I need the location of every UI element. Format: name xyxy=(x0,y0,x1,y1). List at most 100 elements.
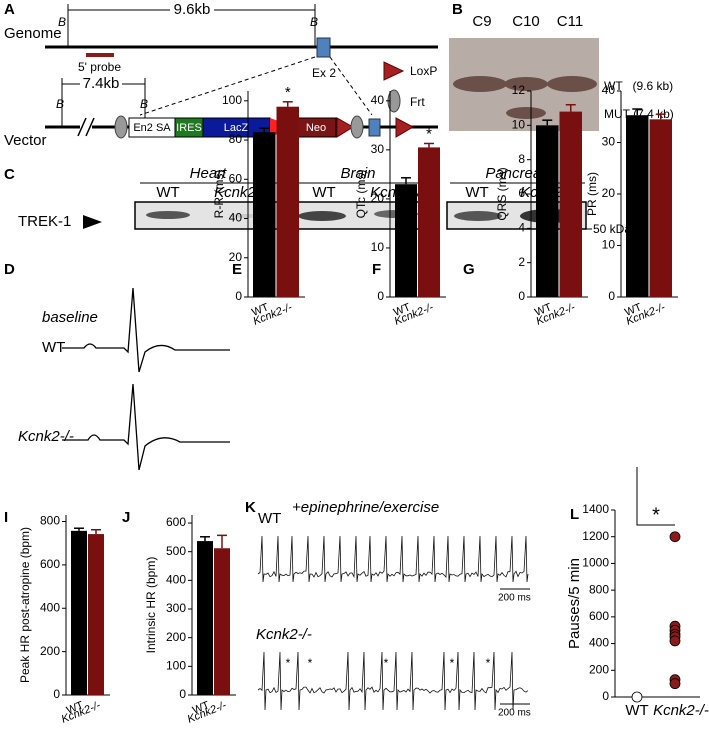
panel-label: D xyxy=(4,261,15,278)
panel-label: L xyxy=(570,506,579,523)
size-label: 9.6kb xyxy=(174,1,211,18)
site-label: B xyxy=(56,97,64,111)
genotype-label: WT xyxy=(156,184,179,201)
lane-label: C11 xyxy=(557,13,583,30)
loxp-icon xyxy=(383,61,405,81)
legend-label: LoxP xyxy=(410,64,437,78)
panel-label: G xyxy=(463,261,475,278)
y-tick-label: 600 xyxy=(40,557,60,571)
y-axis-label: Pauses/5 min xyxy=(566,558,583,649)
bar xyxy=(536,125,559,297)
protein-label: TREK-1 xyxy=(18,213,71,230)
pause-marker: * xyxy=(384,656,389,670)
y-tick-label: 2 xyxy=(518,255,525,269)
y-tick-label: 0 xyxy=(608,289,615,303)
cassette-label: En2 SA xyxy=(133,122,171,134)
panel-label: J xyxy=(122,509,130,526)
band xyxy=(506,107,546,119)
y-tick-label: 30 xyxy=(371,142,385,156)
frt-icon xyxy=(350,115,364,139)
break xyxy=(80,118,92,136)
y-tick-label: 100 xyxy=(166,659,186,673)
genotype-label: Kcnk2-/- xyxy=(18,428,74,445)
y-tick-label: 30 xyxy=(602,135,616,149)
y-tick-label: 10 xyxy=(602,238,616,252)
label-bg xyxy=(170,6,214,16)
ecg-trace xyxy=(62,383,230,471)
frt-icon xyxy=(114,115,128,139)
panel-label: K xyxy=(245,499,256,516)
y-axis-label: QRS (ms) xyxy=(495,167,509,220)
y-tick-label: 500 xyxy=(166,544,186,558)
y-tick-label: 8 xyxy=(518,152,525,166)
scale-label: 200 ms xyxy=(498,708,531,719)
panel-label: A xyxy=(4,1,15,18)
cassette-label: IRES xyxy=(176,122,202,134)
bar xyxy=(649,119,672,297)
bar xyxy=(276,106,299,297)
y-tick-label: 600 xyxy=(589,609,609,623)
panel-d: D baseline WT Kcnk2-/- xyxy=(4,261,230,471)
band xyxy=(454,211,502,221)
lane-label: C9 xyxy=(472,13,491,30)
bar xyxy=(253,132,276,297)
y-axis-label: QTc (ms) xyxy=(354,170,368,219)
x-tick-label: Kcnk2-/- xyxy=(653,702,709,719)
y-tick-label: 1000 xyxy=(582,556,609,570)
y-axis-label: R-R (ms) xyxy=(212,170,226,219)
arrowhead xyxy=(83,215,102,229)
bar xyxy=(197,541,213,695)
y-tick-label: 800 xyxy=(40,514,60,528)
point xyxy=(669,531,681,543)
y-tick-label: 200 xyxy=(40,644,60,658)
y-tick-label: 0 xyxy=(602,689,609,703)
y-tick-label: 6 xyxy=(518,186,525,200)
pause-marker: * xyxy=(486,656,491,670)
y-tick-label: 10 xyxy=(512,118,526,132)
y-tick-label: 10 xyxy=(371,240,385,254)
bar xyxy=(88,534,104,695)
size-label: 7.4kb xyxy=(83,75,120,92)
label-bg xyxy=(80,80,122,90)
cassette-label: Neo xyxy=(306,122,326,134)
exon xyxy=(316,37,331,58)
exon xyxy=(368,118,381,137)
x-tick-label: WT xyxy=(625,702,648,719)
y-tick-label: 80 xyxy=(229,132,243,146)
panel-label: F xyxy=(372,261,381,278)
point xyxy=(669,635,681,647)
y-tick-label: 0 xyxy=(53,687,60,701)
site-label: B xyxy=(58,15,66,29)
y-tick-label: 12 xyxy=(512,83,526,97)
bar xyxy=(71,530,87,695)
loxp-icon xyxy=(336,117,354,138)
vector-label: Vector xyxy=(4,132,47,149)
genotype-label: WT xyxy=(42,339,65,356)
significance-bracket xyxy=(636,467,675,526)
y-axis-label: PR (ms) xyxy=(585,172,599,216)
significance: * xyxy=(285,84,291,101)
panel-b: B C9 C10 C11 WT (9.6 kb) MUT (7.4 kb) xyxy=(449,1,674,131)
y-tick-label: 0 xyxy=(377,289,384,303)
band xyxy=(146,211,190,219)
lane-label: C10 xyxy=(512,13,540,30)
y-tick-label: 20 xyxy=(229,250,243,264)
legend-label: Frt xyxy=(410,95,425,109)
condition-label: baseline xyxy=(42,309,98,326)
site-label: B xyxy=(310,15,318,29)
tissue-label: Brain xyxy=(340,165,375,182)
y-tick-label: 4 xyxy=(518,221,525,235)
bar xyxy=(418,147,440,297)
significance: * xyxy=(426,125,432,142)
pause-marker: * xyxy=(308,656,313,670)
bar xyxy=(395,184,417,297)
genotype-label: WT xyxy=(312,184,335,201)
y-tick-label: 600 xyxy=(166,515,186,529)
y-axis-label: Peak HR post-atropine (bpm) xyxy=(18,527,32,683)
probe xyxy=(86,53,114,57)
condition-label: +epinephrine/exercise xyxy=(292,499,439,516)
dashed-line xyxy=(329,56,373,116)
y-tick-label: 20 xyxy=(602,186,616,200)
ecg-trace xyxy=(62,287,230,373)
